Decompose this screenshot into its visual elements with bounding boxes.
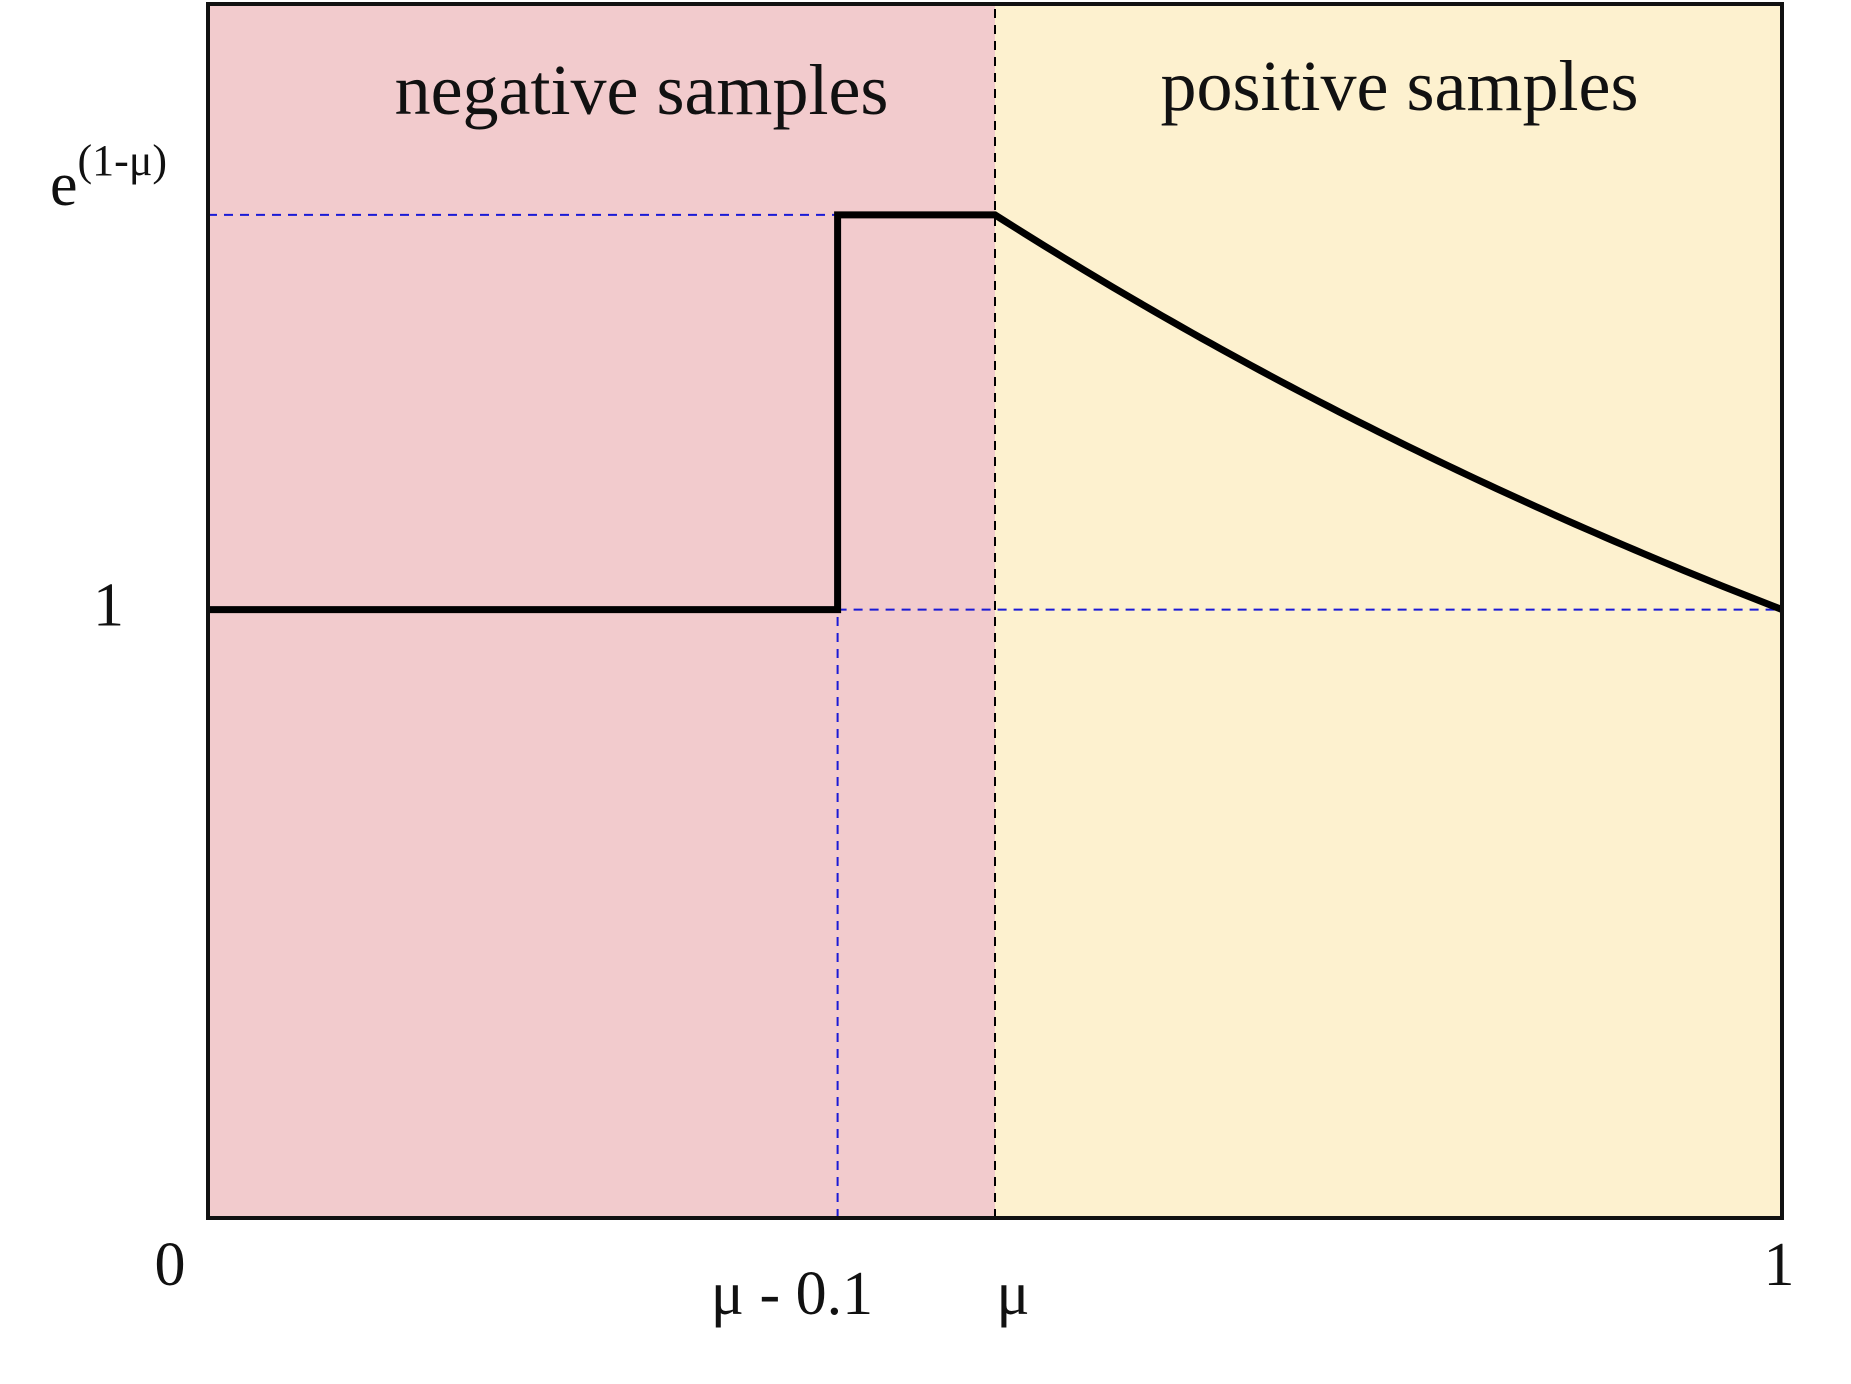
background-regions <box>208 4 1782 1218</box>
y-tick-label-e-power: e(1-μ) <box>50 136 167 219</box>
x-tick-label-0: 0 <box>155 1231 186 1299</box>
x-tick-label-1: 1 <box>1764 1231 1795 1299</box>
y-tick-label-base: e <box>50 151 78 219</box>
x-tick-label-mu: μ <box>996 1260 1029 1328</box>
plot-frame <box>206 2 1784 1220</box>
region-label-negative: negative samples <box>395 50 889 130</box>
reference-lines <box>208 4 1782 1218</box>
region-positive <box>995 4 1782 1218</box>
y-tick-label-exponent: (1-μ) <box>78 136 168 185</box>
x-tick-label-mu-minus-0.1: μ - 0.1 <box>711 1260 873 1328</box>
y-tick-label-1: 1 <box>93 572 124 640</box>
region-label-positive: positive samples <box>1161 46 1639 126</box>
series-line <box>208 211 1784 614</box>
